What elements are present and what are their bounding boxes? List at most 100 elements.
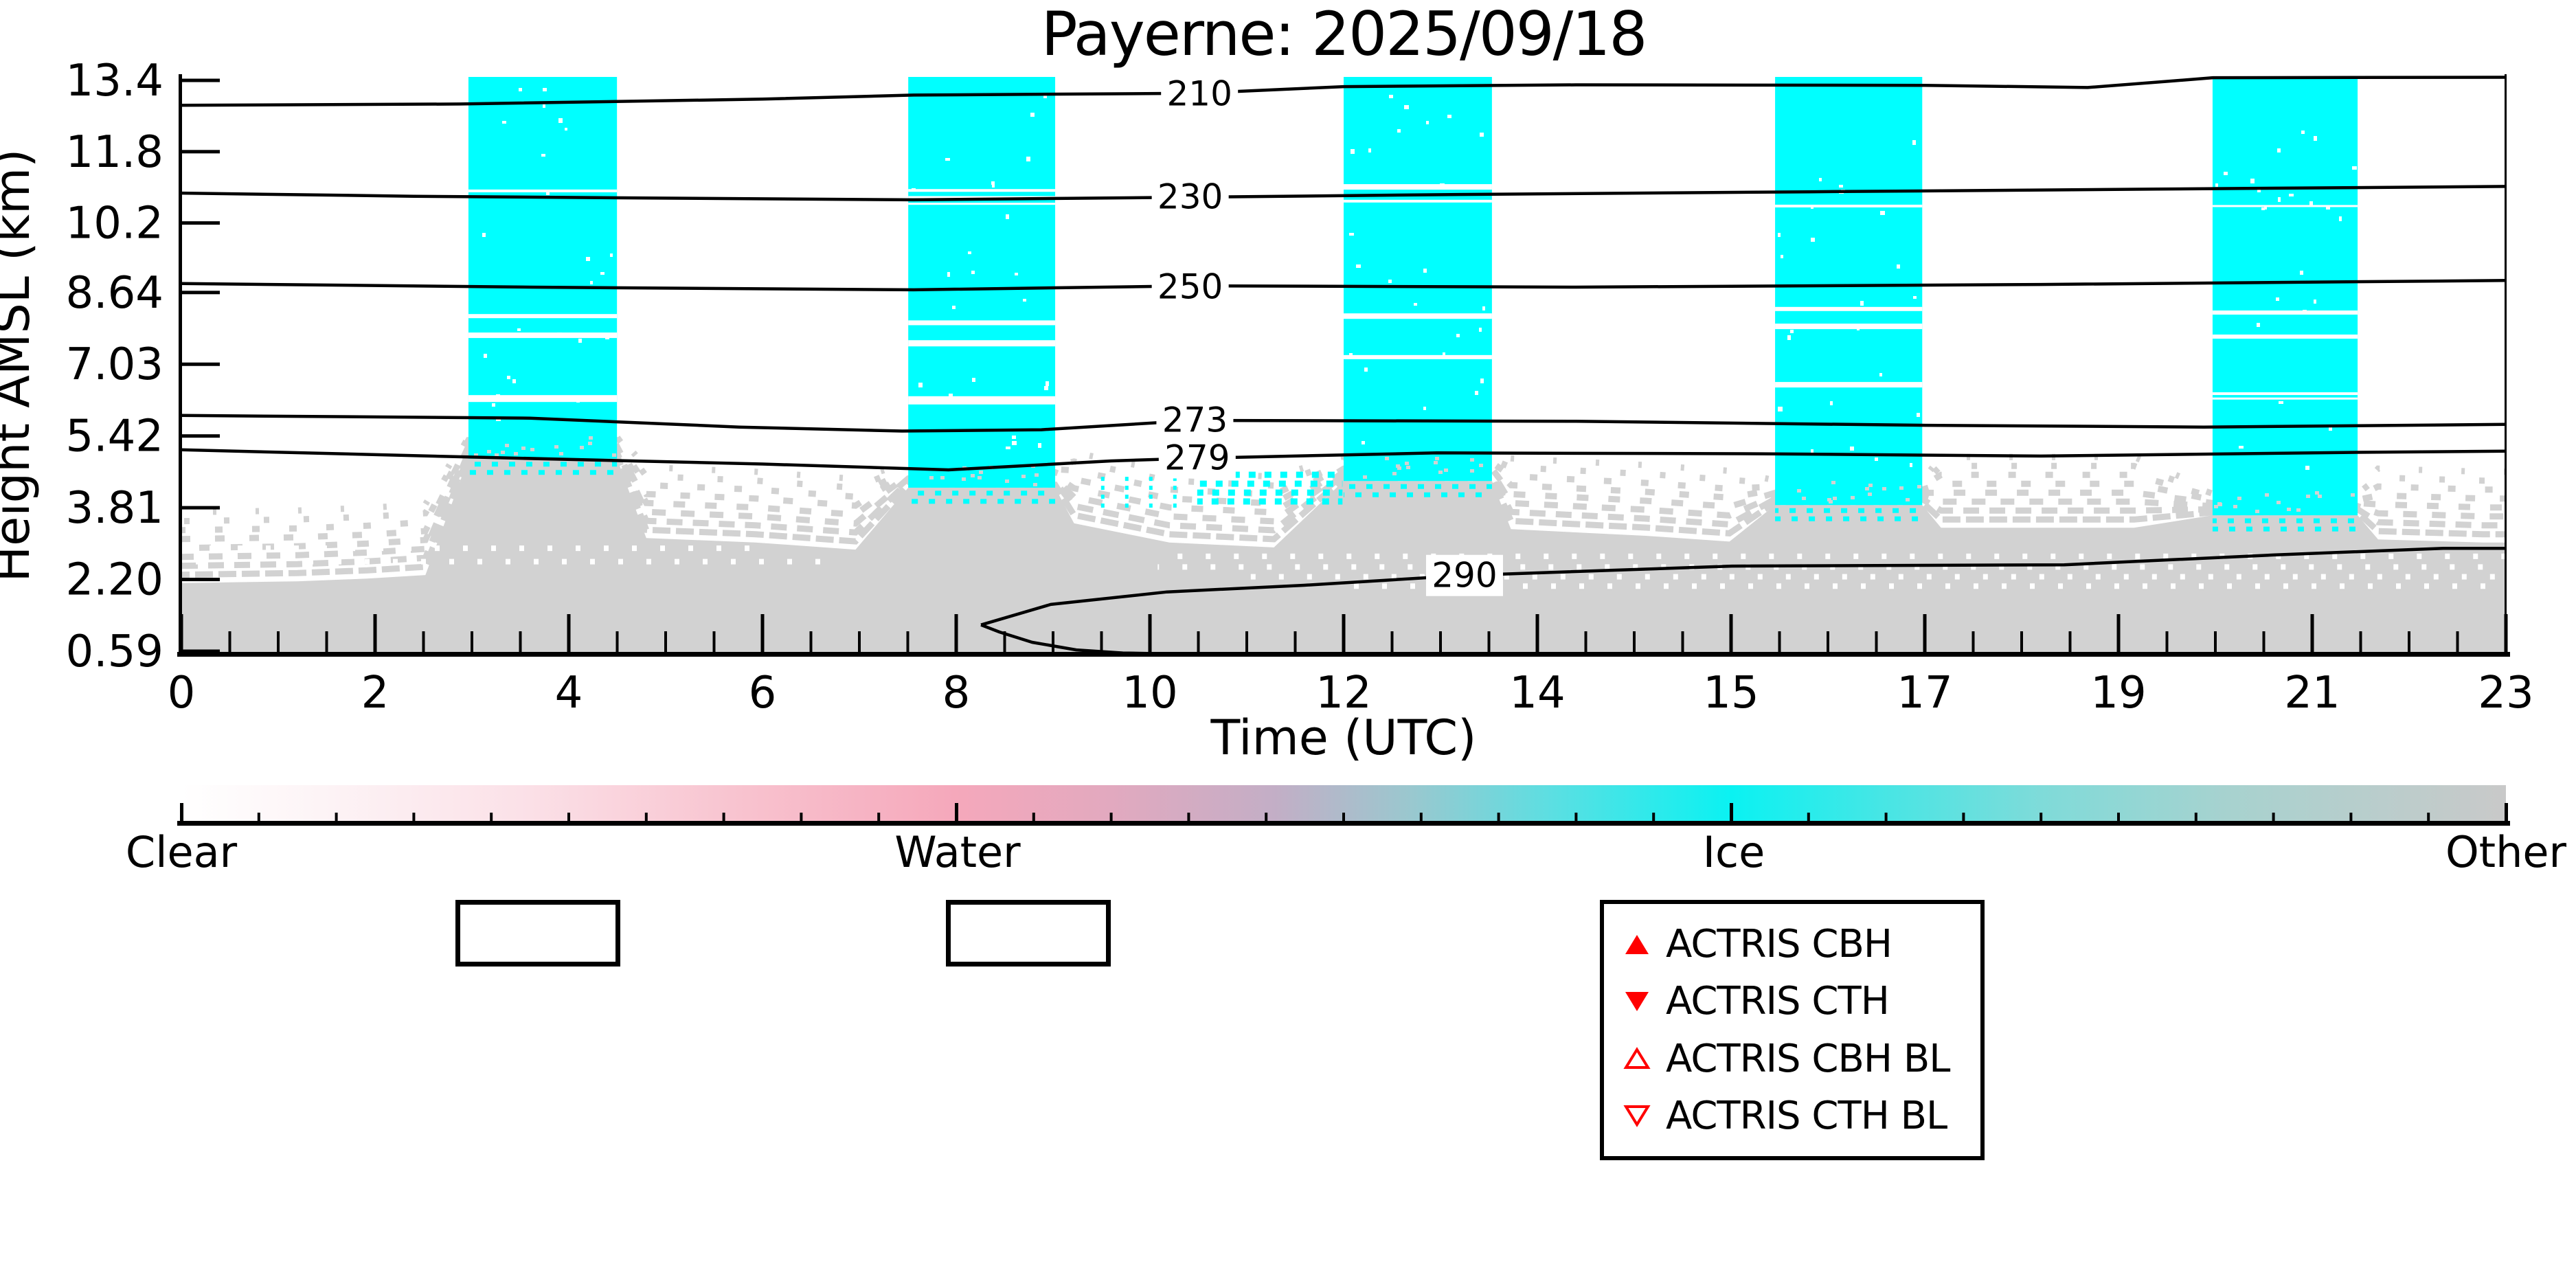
colorbar-minor-tick — [722, 813, 725, 822]
ice-columns-group — [468, 77, 2358, 532]
ice-speckle — [2224, 172, 2228, 175]
gray-speckle — [1831, 481, 1835, 484]
temperature-contour-273 — [181, 414, 2507, 433]
x-minor-tick — [858, 631, 861, 652]
gray-speckle — [1406, 466, 1410, 469]
ice-speckle — [1857, 326, 1860, 330]
ice-column-gap-stripe — [1775, 382, 1923, 388]
ice-speckle — [949, 394, 953, 398]
colorbar-minor-tick — [800, 813, 803, 822]
colorbar-minor-tick — [1032, 813, 1035, 822]
ice-speckle — [2326, 205, 2330, 210]
y-major-tick — [182, 649, 220, 653]
ice-column-gap-stripe — [1775, 204, 1923, 207]
gray-speckle — [580, 446, 584, 449]
gray-speckle — [554, 445, 558, 449]
colorbar-minor-tick — [1807, 813, 1810, 822]
colorbar-minor-tick — [2194, 813, 2197, 822]
ice-speckle — [1423, 407, 1426, 410]
x-major-tick — [954, 614, 958, 652]
ice-speckle — [543, 104, 545, 108]
contour-label-bg — [1158, 437, 1236, 479]
gray-speckle — [1829, 500, 1833, 504]
gray-speckle — [1363, 475, 1367, 479]
gray-speckle — [2315, 491, 2319, 495]
colorbar-minor-tick — [1187, 813, 1190, 822]
x-minor-tick — [2068, 631, 2072, 652]
gray-speckle — [1397, 466, 1401, 470]
gray-speckle — [1827, 498, 1831, 501]
y-tick-label: 7.03 — [66, 339, 164, 390]
x-tick-label: 4 — [555, 668, 583, 719]
ice-speckle — [610, 253, 613, 257]
ice-speckle — [1440, 183, 1445, 188]
gray-speckle — [940, 476, 945, 479]
ice-speckle — [576, 399, 580, 403]
axes-group: 13.4 11.8 10.2 8.64 7.03 5.42 3.81 2.20 0.590 2 4 6… — [66, 56, 2534, 719]
ice-speckle — [1006, 447, 1010, 449]
ice-speckle — [1006, 214, 1009, 219]
empty-legend-box-1 — [455, 900, 620, 967]
ice-speckle — [2329, 426, 2332, 431]
ice-speckle — [1044, 386, 1048, 390]
legend-label: ACTRIS CTH BL — [1666, 1093, 1947, 1138]
ice-speckle — [605, 336, 609, 339]
ice-column — [468, 77, 618, 459]
ice-speckle — [1012, 441, 1017, 445]
ice-speckle — [2276, 297, 2279, 301]
colorbar-minor-tick — [2040, 813, 2043, 822]
ice-speckle — [1023, 299, 1026, 302]
gray-speckle — [530, 448, 534, 451]
ice-speckle — [1423, 269, 1427, 273]
y-major-tick — [182, 362, 220, 366]
x-tick-label: 6 — [749, 668, 777, 719]
gray-speckle — [1438, 471, 1443, 474]
ice-speckle — [541, 154, 545, 157]
gray-speckle — [2233, 505, 2237, 508]
ice-speckle — [512, 379, 516, 383]
colorbar-minor-tick — [2349, 813, 2353, 822]
colorbar-major-tick — [955, 803, 958, 822]
ice-speckle — [2309, 201, 2313, 205]
x-minor-tick — [2262, 631, 2266, 652]
triangle-down-open-icon — [1623, 1105, 1651, 1128]
ice-column — [1775, 77, 1923, 506]
colorbar-major-tick — [180, 803, 183, 822]
y-tick-label: 3.81 — [66, 483, 164, 534]
colorbar-label-water: Water — [894, 827, 1021, 877]
ice-speckle — [1811, 449, 1814, 454]
ice-speckle — [1368, 148, 1371, 152]
x-major-tick — [1923, 614, 1927, 652]
ice-speckle — [2215, 183, 2218, 187]
colorbar-minor-tick — [877, 813, 881, 822]
gray-speckle — [1470, 458, 1474, 462]
ice-speckle — [1038, 443, 1041, 448]
ice-speckle — [1897, 264, 1900, 269]
ice-speckle — [947, 272, 950, 277]
ice-speckle — [1026, 157, 1030, 161]
ice-speckle — [1456, 334, 1460, 337]
ice-speckle — [496, 394, 500, 398]
actris-legend: ACTRIS CBH ACTRIS CTH ACTRIS CBH BL ACTR… — [1600, 900, 1985, 1160]
legend-row-cth-bl: ACTRIS CTH BL — [1623, 1094, 1980, 1138]
bottom-spine — [177, 652, 2510, 657]
ice-speckle — [1480, 133, 1484, 137]
ice-speckle — [1879, 373, 1882, 376]
gray-speckle — [1434, 461, 1438, 464]
x-minor-tick — [1875, 631, 1878, 652]
x-minor-tick — [471, 631, 473, 652]
ice-speckle — [1046, 381, 1049, 386]
ice-column-gap-stripe — [468, 395, 618, 403]
ice-speckle — [1351, 149, 1355, 154]
ice-speckle — [1356, 264, 1361, 268]
ice-speckle — [565, 128, 567, 131]
ice-speckle — [1910, 463, 1912, 467]
ice-speckle — [2339, 216, 2342, 221]
x-minor-tick — [1827, 631, 1829, 652]
x-minor-tick — [664, 631, 667, 652]
ice-speckle — [578, 339, 582, 343]
gray-speckle — [559, 452, 563, 455]
ice-speckle — [507, 376, 510, 379]
ice-speckle — [2278, 197, 2281, 202]
colorbar-minor-tick — [257, 813, 260, 822]
